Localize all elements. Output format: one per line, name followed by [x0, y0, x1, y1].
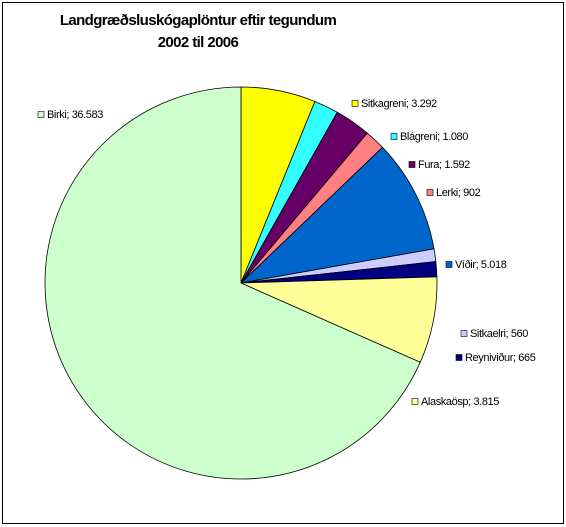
label-swatch [408, 161, 416, 168]
data-label: Blágreni; 1.080 [400, 131, 468, 143]
pie-slice [239, 146, 435, 284]
data-label: Fura; 1.592 [418, 159, 470, 171]
label-swatch [411, 398, 419, 405]
label-swatch [455, 354, 463, 361]
label-swatch [460, 330, 468, 337]
data-label: Sitkaelri; 560 [470, 328, 528, 340]
chart-title: Landgræðsluskógaplöntur eftir tegundum [60, 12, 337, 29]
label-swatch [351, 100, 359, 107]
chart-subtitle: 2002 til 2006 [158, 34, 239, 51]
label-swatch [390, 133, 398, 140]
label-swatch [426, 189, 434, 196]
data-label: Birki; 36.583 [47, 109, 103, 121]
data-label: Sitkagreni; 3.292 [361, 98, 437, 110]
data-label: Víðir; 5.018 [455, 259, 507, 271]
label-swatch [445, 261, 453, 268]
data-label: Reyniviður; 665 [465, 352, 536, 364]
label-swatch [37, 111, 45, 118]
data-label: Alaskaösp; 3.815 [421, 396, 499, 408]
data-label: Lerki; 902 [436, 187, 481, 199]
pie-slice [44, 86, 421, 480]
